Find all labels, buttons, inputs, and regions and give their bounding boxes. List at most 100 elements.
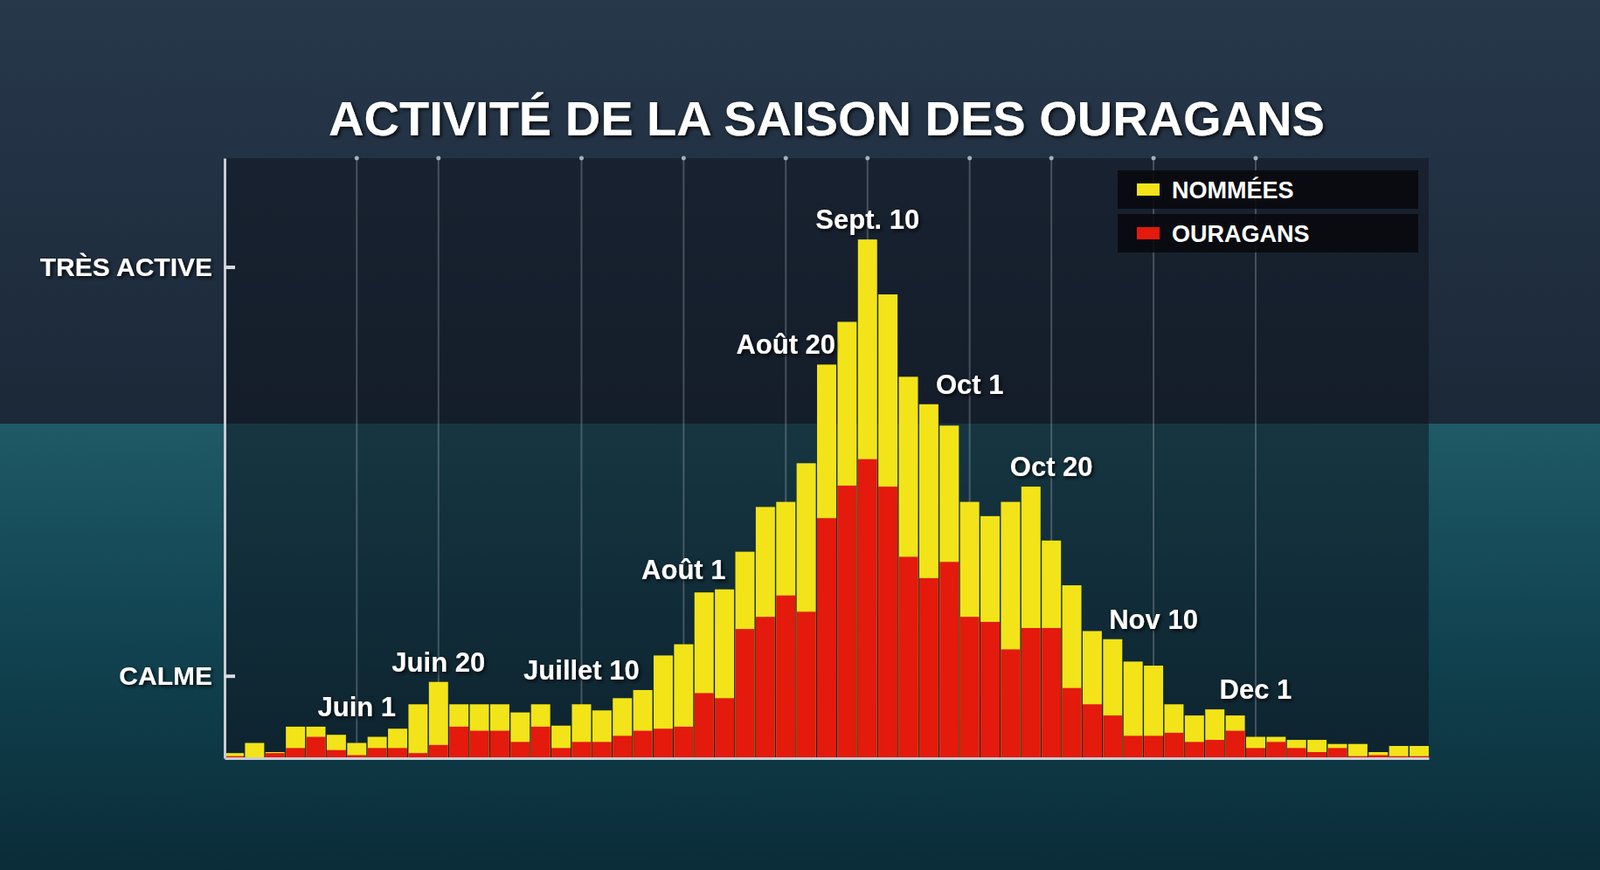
grid-tick bbox=[579, 156, 584, 161]
bar bbox=[1246, 737, 1266, 759]
bar bbox=[653, 728, 673, 759]
bar bbox=[1368, 752, 1388, 759]
bar bbox=[858, 459, 878, 759]
bar bbox=[1163, 704, 1184, 759]
bar bbox=[817, 518, 837, 759]
bar bbox=[980, 516, 1000, 759]
bar bbox=[367, 748, 388, 759]
y-tick: TRÈS ACTIVE bbox=[40, 252, 236, 282]
bar bbox=[387, 728, 408, 759]
bar bbox=[346, 743, 367, 759]
bar bbox=[1000, 502, 1020, 759]
bar bbox=[653, 655, 673, 759]
bar bbox=[1021, 486, 1041, 759]
legend-label: NOMMÉES bbox=[1171, 176, 1295, 204]
grid-tick bbox=[436, 156, 441, 161]
bar bbox=[980, 622, 1000, 759]
bar bbox=[510, 741, 530, 759]
y-axis-line bbox=[223, 159, 227, 760]
bar bbox=[367, 737, 388, 759]
bar bbox=[551, 748, 571, 759]
bar bbox=[1102, 639, 1123, 759]
bar bbox=[326, 734, 347, 759]
grid-tick bbox=[1253, 156, 1258, 161]
bar bbox=[408, 704, 428, 759]
bar bbox=[1328, 748, 1348, 759]
y-tick-mark bbox=[224, 265, 236, 270]
bar bbox=[960, 502, 980, 759]
series-bars bbox=[224, 459, 1429, 759]
x-axis-line bbox=[225, 757, 1430, 761]
bar bbox=[714, 589, 735, 759]
category-label: Août 20 bbox=[735, 329, 836, 361]
bar bbox=[490, 731, 510, 759]
category-label: Juillet 10 bbox=[523, 655, 640, 686]
bar bbox=[919, 578, 939, 759]
bar bbox=[1143, 735, 1164, 759]
bar bbox=[306, 737, 326, 759]
bar bbox=[244, 743, 264, 759]
legend-row-bg bbox=[1117, 170, 1419, 209]
bar bbox=[673, 644, 693, 759]
chart: CALME TRÈS ACTIVE Juin 1Juin 20Juillet 10A… bbox=[0, 0, 1600, 870]
category-labels: Juin 1Juin 20Juillet 10Août 1Août 20Sept… bbox=[317, 204, 1292, 723]
bar bbox=[1246, 748, 1266, 759]
bar bbox=[1123, 735, 1143, 759]
bar bbox=[429, 745, 449, 759]
y-tick-mark bbox=[224, 674, 236, 679]
bar bbox=[633, 690, 653, 759]
bar bbox=[1143, 665, 1164, 759]
grid-tick bbox=[681, 156, 686, 161]
grid-tick bbox=[1049, 156, 1054, 161]
bar bbox=[571, 741, 591, 759]
bar bbox=[1409, 746, 1429, 759]
bar bbox=[939, 561, 959, 759]
grid-tick bbox=[354, 156, 360, 161]
bar bbox=[490, 704, 510, 759]
bar bbox=[1082, 630, 1102, 759]
bar bbox=[551, 726, 571, 759]
bar bbox=[285, 748, 305, 759]
bar bbox=[837, 485, 857, 759]
legend-label: OURAGANS bbox=[1171, 221, 1310, 248]
category-label: Oct 1 bbox=[935, 369, 1005, 401]
bar bbox=[265, 752, 285, 759]
bar bbox=[449, 727, 469, 759]
bar bbox=[612, 698, 632, 759]
legend-swatch bbox=[1136, 183, 1160, 196]
grid-line bbox=[355, 158, 358, 759]
bar bbox=[531, 727, 551, 759]
bar bbox=[1021, 628, 1041, 759]
bar bbox=[796, 463, 817, 759]
grid-tick bbox=[865, 156, 870, 161]
bar bbox=[755, 506, 776, 759]
bar bbox=[899, 376, 919, 759]
bar bbox=[1041, 628, 1061, 759]
category-label: Dec 1 bbox=[1219, 674, 1293, 706]
bar bbox=[837, 321, 857, 759]
bar bbox=[1000, 649, 1020, 759]
category-label: Sept. 10 bbox=[815, 204, 920, 236]
bar bbox=[470, 731, 490, 759]
bar bbox=[899, 556, 919, 759]
bar bbox=[1266, 741, 1286, 759]
bar bbox=[1348, 744, 1368, 759]
x-axis bbox=[225, 758, 1430, 760]
bar bbox=[1041, 540, 1061, 759]
legend-row-bg bbox=[1117, 214, 1419, 253]
bar bbox=[878, 486, 898, 759]
bar bbox=[1062, 585, 1082, 759]
bar bbox=[755, 616, 776, 759]
bar bbox=[734, 552, 755, 759]
bar bbox=[673, 727, 693, 759]
bar bbox=[817, 364, 837, 759]
bar bbox=[510, 713, 530, 759]
y-tick-label: CALME bbox=[118, 661, 213, 691]
bar bbox=[449, 704, 469, 759]
bar bbox=[919, 404, 939, 759]
bar bbox=[1205, 709, 1225, 759]
bar bbox=[775, 502, 796, 759]
bar bbox=[1287, 748, 1307, 759]
bar bbox=[1266, 737, 1286, 759]
grid-tick bbox=[783, 156, 789, 161]
